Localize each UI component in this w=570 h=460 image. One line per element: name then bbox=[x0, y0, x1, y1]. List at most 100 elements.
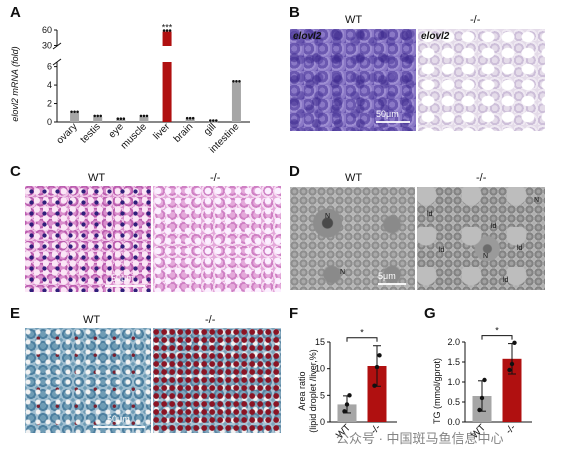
chart-a-category-label: liver bbox=[151, 121, 172, 142]
panel-e-scale-text: 50μm bbox=[107, 414, 130, 424]
chart-a-data-point bbox=[188, 116, 192, 120]
chart-a-data-point bbox=[212, 119, 215, 122]
chart-a-bar bbox=[231, 82, 241, 122]
panel-b-wt-label: WT bbox=[345, 14, 363, 26]
chart-a-y-tick-label: 60 bbox=[42, 25, 52, 35]
chart-g-data-point bbox=[512, 340, 517, 345]
chart-g-data-point bbox=[482, 377, 487, 383]
panel-b-wt-ish-image: elovl2 50μm bbox=[290, 29, 416, 131]
panel-d-label-8: ld bbox=[503, 277, 509, 284]
chart-a-category-label: eye bbox=[107, 121, 126, 140]
chart-a-data-point bbox=[142, 114, 146, 118]
panel-c-scale-text: 50μm bbox=[111, 273, 134, 283]
chart-f-y-tick-label: 10 bbox=[315, 364, 325, 374]
chart-a-data-point bbox=[70, 110, 73, 114]
panel-d-label-0: N bbox=[325, 213, 331, 220]
chart-a-ylabel: elovl2 mRNA (fold) bbox=[10, 46, 20, 121]
chart-f-y-tick-label: 15 bbox=[315, 337, 325, 347]
panel-d-scale-text: 5μm bbox=[378, 271, 396, 281]
chart-f-data-point bbox=[347, 393, 352, 398]
panel-letter-d: D bbox=[289, 163, 300, 180]
panel-letter-b: B bbox=[289, 4, 300, 21]
chart-g-y-tick-label: 0.0 bbox=[447, 417, 460, 427]
panel-b-ko-ish-image: elovl2 bbox=[418, 29, 545, 131]
panel-e-wt-label: WT bbox=[83, 314, 101, 326]
chart-a-bar bbox=[208, 121, 218, 123]
chart-a-data-point bbox=[168, 29, 172, 32]
chart-g-data-point bbox=[509, 361, 515, 367]
panel-d-label-1: N bbox=[340, 269, 346, 276]
chart-a-data-point bbox=[122, 117, 126, 120]
chart-a-data-point bbox=[139, 114, 143, 118]
chart-f-data-point bbox=[342, 409, 347, 414]
panel-d-scalebar bbox=[378, 283, 406, 285]
chart-a-data-point bbox=[238, 80, 241, 83]
chart-a-data-point bbox=[73, 110, 76, 114]
chart-a-bar bbox=[70, 112, 80, 122]
chart-a-data-point bbox=[165, 29, 169, 32]
chart-a-y-tick-label: 30 bbox=[42, 40, 52, 50]
panel-e-wt-oilred-image: 50μm bbox=[25, 328, 151, 433]
chart-f-area-ratio: Area ratio (lipid droplet /liver,%) 0 5 10… bbox=[297, 328, 397, 441]
chart-a-data-point bbox=[116, 117, 120, 120]
chart-a-data-point bbox=[215, 119, 218, 122]
chart-a-data-point bbox=[99, 114, 102, 118]
chart-a-y-tick-label: 4 bbox=[47, 80, 52, 90]
panel-b-ko-label: -/- bbox=[470, 14, 481, 26]
chart-f-bar bbox=[367, 366, 387, 422]
chart-a-data-point bbox=[96, 114, 99, 118]
chart-a-data-point bbox=[93, 114, 96, 118]
chart-a-data-point bbox=[162, 29, 166, 32]
chart-f-significance: * bbox=[360, 328, 364, 338]
chart-f-data-point bbox=[377, 353, 382, 358]
chart-f-data-point bbox=[344, 402, 350, 407]
chart-g-tg: TG (mmol/gprot) 0.00.51.01.52.0WT -/-* bbox=[432, 326, 532, 441]
chart-a-category-label: muscle bbox=[119, 121, 149, 151]
chart-a-data-point bbox=[235, 80, 238, 83]
chart-a-y-tick-label: 6 bbox=[47, 62, 52, 72]
chart-g-y-tick-label: 1.0 bbox=[447, 377, 460, 387]
chart-g-y-tick-label: 2.0 bbox=[447, 337, 460, 347]
chart-g-category-label: -/- bbox=[504, 422, 518, 436]
panel-d-label-2: ld bbox=[427, 211, 433, 218]
chart-a-category-label: brain bbox=[172, 121, 196, 145]
panel-b-stain-right: elovl2 bbox=[421, 31, 450, 42]
chart-a-y-tick-label: 2 bbox=[47, 99, 52, 109]
panel-b-stain-left: elovl2 bbox=[293, 31, 322, 42]
chart-a-bar bbox=[116, 119, 126, 122]
panel-c-wt-he-image: 50μm bbox=[25, 186, 151, 292]
chart-a-data-point bbox=[76, 110, 79, 114]
chart-a-data-point bbox=[232, 80, 235, 83]
chart-g-data-point bbox=[477, 407, 482, 413]
panel-letter-f: F bbox=[289, 305, 299, 322]
chart-f-ylabel-line2: (lipid droplet /liver,%) bbox=[308, 349, 318, 433]
chart-a-category-label: ovary bbox=[55, 121, 80, 146]
chart-g-significance: * bbox=[495, 326, 499, 336]
chart-f-y-tick-label: 0 bbox=[320, 417, 325, 427]
chart-a-data-point bbox=[209, 119, 212, 122]
chart-g-bar bbox=[502, 358, 522, 422]
chart-f-ylabel-line1: Area ratio bbox=[297, 371, 307, 410]
chart-a-bar bbox=[162, 31, 172, 46]
panel-d-label-6: N bbox=[534, 197, 540, 204]
chart-a-data-point bbox=[185, 116, 189, 120]
chart-a-category-label: testis bbox=[79, 121, 103, 145]
chart-a-y-tick-label: 0 bbox=[47, 117, 52, 127]
chart-g-ylabel: TG (mmol/gprot) bbox=[432, 358, 442, 424]
chart-g-data-point bbox=[507, 367, 512, 373]
panel-d-label-3: ld bbox=[491, 223, 497, 230]
panel-d-label-4: ld bbox=[439, 247, 445, 254]
chart-a-axis-break-mark bbox=[52, 58, 62, 66]
chart-a-axis-break-mark bbox=[52, 42, 62, 50]
chart-a-data-point bbox=[191, 116, 195, 120]
chart-g-data-point bbox=[479, 395, 485, 401]
chart-f-significance-bracket bbox=[346, 337, 378, 342]
chart-f-data-point bbox=[374, 364, 380, 370]
chart-a-bar bbox=[93, 116, 103, 122]
panel-letter-e: E bbox=[10, 305, 21, 322]
panel-b-scalebar bbox=[376, 121, 410, 123]
chart-g-significance-bracket bbox=[481, 335, 513, 340]
panel-e-ko-oilred-image bbox=[153, 328, 281, 433]
panel-c-ko-label: -/- bbox=[210, 172, 221, 184]
panel-b-scale-text: 50μm bbox=[376, 109, 399, 119]
